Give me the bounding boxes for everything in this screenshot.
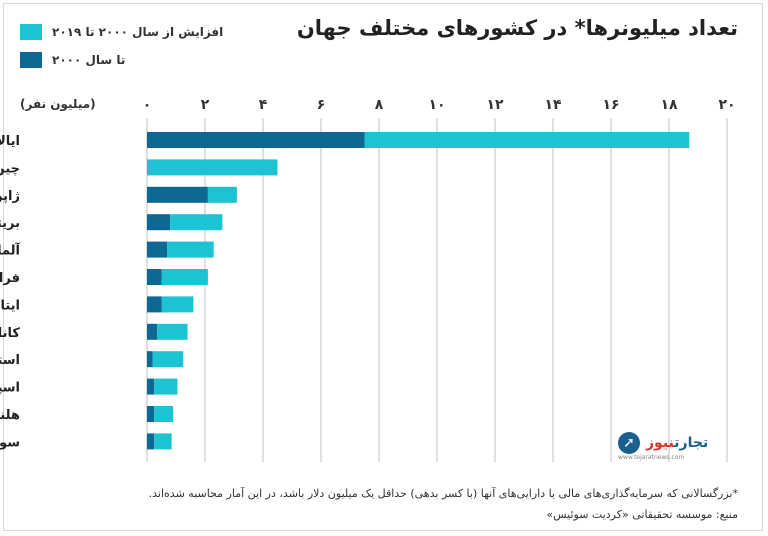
category-label: ژاپن <box>0 189 20 204</box>
bar-increase <box>207 186 237 203</box>
legend-label-increase: افزایش از سال ۲۰۰۰ تا ۲۰۱۹ <box>52 25 224 39</box>
bar-base <box>147 269 162 285</box>
category-label: اسپانیا <box>0 381 20 396</box>
bar-increase <box>147 159 278 176</box>
logo: ➚ تجارتنیوز www.tejaratnews.com <box>618 432 708 461</box>
bar-base <box>147 241 168 258</box>
x-tick-label: ۱۴ <box>544 97 562 113</box>
bar-increase <box>167 241 214 258</box>
x-tick-label: ۱۰ <box>428 97 445 113</box>
category-label: فرانسه <box>0 271 20 286</box>
legend: افزایش از سال ۲۰۰۰ تا ۲۰۱۹ تا سال ۲۰۰۰ <box>20 24 223 80</box>
unit-label: (میلیون نفر) <box>20 97 96 111</box>
category-label: بریتانیا <box>0 216 20 231</box>
bar-increase <box>157 323 188 340</box>
legend-item-base: تا سال ۲۰۰۰ <box>20 52 223 68</box>
chart-title: تعداد میلیونرها* در کشورهای مختلف جهان <box>296 16 738 40</box>
bar-base <box>147 378 155 395</box>
bar-increase <box>170 214 223 231</box>
footnote: *بزرگسالانی که سرمایه‌گذاری‌های مالی یا … <box>148 487 738 500</box>
category-label: سوئیس <box>0 435 20 450</box>
bar-increase <box>154 406 174 422</box>
category-label: استرالیا <box>0 353 20 368</box>
x-tick-label: ۲ <box>201 97 210 113</box>
legend-swatch-increase <box>20 24 42 40</box>
legend-swatch-base <box>20 52 42 68</box>
x-tick-label: ۲۰ <box>718 97 735 113</box>
bar-base <box>147 132 365 148</box>
category-label: چین <box>0 161 20 176</box>
bar-base <box>147 296 162 313</box>
bar-base <box>147 406 155 422</box>
x-tick-label: ۱۶ <box>602 97 619 113</box>
bar-increase <box>161 269 208 285</box>
logo-site: www.tejaratnews.com <box>618 454 685 461</box>
bar-increase <box>152 351 184 368</box>
category-label: ایتالیا <box>0 298 20 313</box>
x-tick-label: ۰ <box>143 97 152 113</box>
x-tick-label: ۴ <box>259 97 268 113</box>
bar-base <box>147 351 153 368</box>
category-label: آلمان <box>0 242 21 259</box>
bar-increase <box>154 378 178 395</box>
category-label: کانادا <box>0 326 20 341</box>
bar-base <box>147 186 208 203</box>
legend-label-base: تا سال ۲۰۰۰ <box>52 53 126 67</box>
x-tick-label: ۱۸ <box>660 97 678 113</box>
bar-increase <box>154 433 172 450</box>
arrow-icon: ➚ <box>618 432 640 454</box>
category-label: ایالات متحده آمریکا <box>0 132 20 149</box>
logo-name: تجارتنیوز <box>646 435 708 451</box>
x-tick-label: ۱۲ <box>486 97 504 113</box>
bar-base <box>147 433 155 450</box>
source-note: منبع: موسسه تحقیقاتی «کردیت سوئیس» <box>546 508 738 521</box>
logo-name-blue: تجارت <box>674 435 709 451</box>
bar-increase <box>161 296 194 313</box>
bar-base <box>147 214 171 231</box>
bar-base <box>147 323 158 340</box>
legend-item-increase: افزایش از سال ۲۰۰۰ تا ۲۰۱۹ <box>20 24 223 40</box>
x-tick-label: ۶ <box>317 97 326 113</box>
logo-name-red: نیوز <box>646 435 675 451</box>
bar-increase <box>364 132 690 148</box>
x-tick-label: ۸ <box>375 97 384 113</box>
category-label: هلند <box>0 408 20 423</box>
